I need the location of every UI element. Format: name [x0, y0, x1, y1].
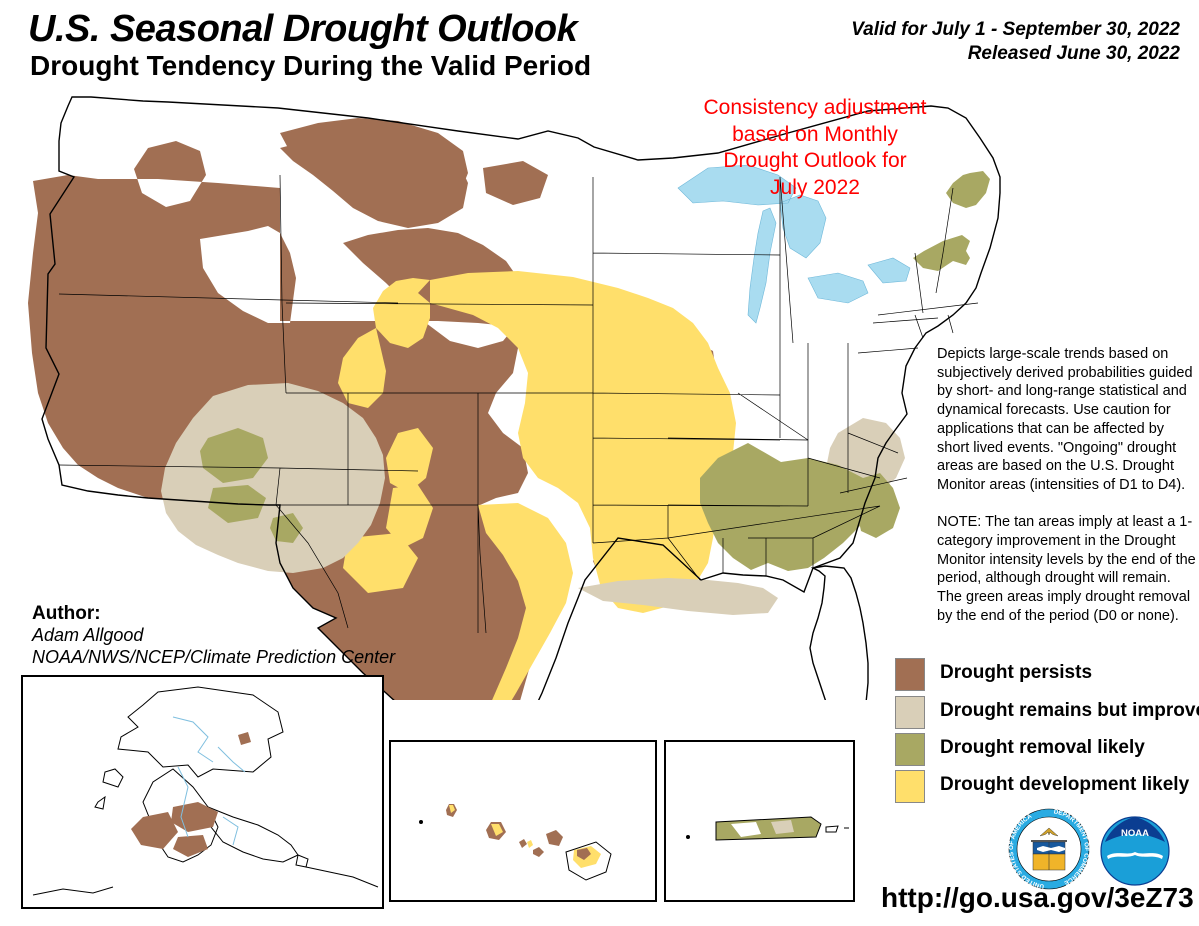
svg-text:NOAA: NOAA	[1121, 828, 1149, 839]
